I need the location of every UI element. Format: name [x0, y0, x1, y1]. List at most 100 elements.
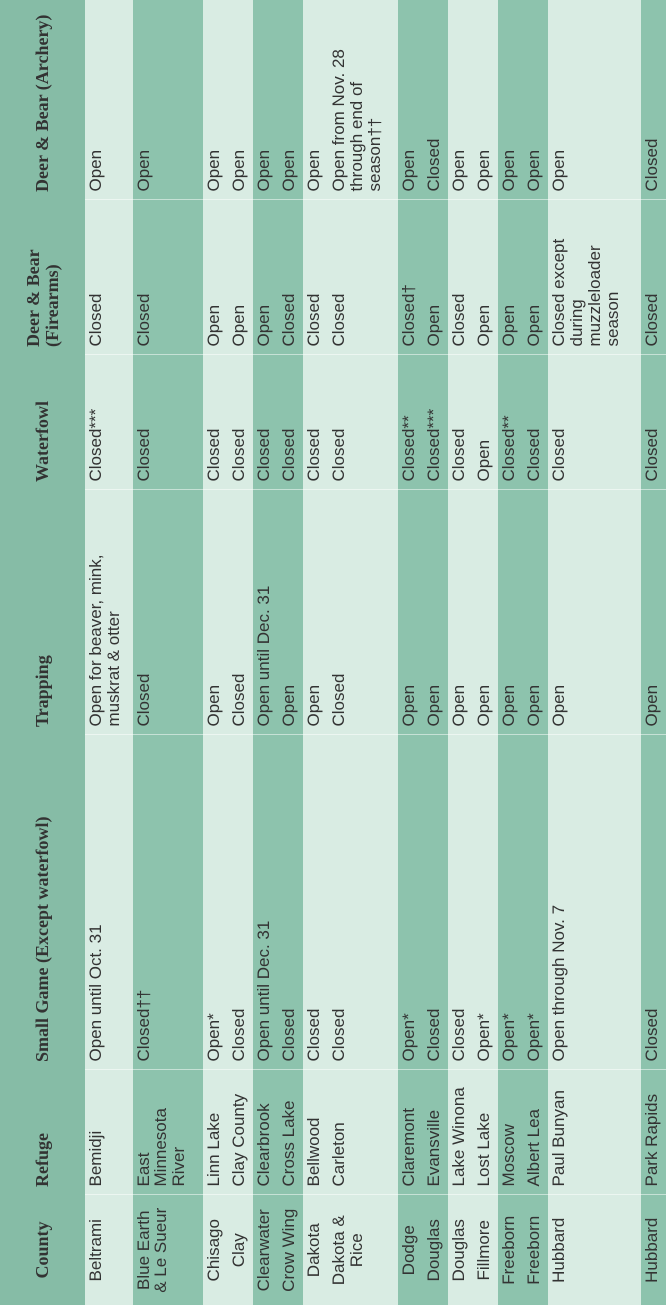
column-header: Refuge: [0, 1070, 85, 1195]
cell: Closed: [277, 355, 303, 490]
row-group: Clearwater Clearbrook Open until Dec. 31 Op…: [252, 0, 303, 1305]
table-row: Freeborn Moscow Open* Open Closed** Open Open: [498, 0, 524, 1305]
cell: Closed: [227, 735, 253, 1070]
cell: Closed: [327, 490, 398, 735]
cell: Closed: [640, 200, 666, 355]
cell: Open: [302, 490, 328, 735]
table-row: Blue Earth & Le Sueur East Minnesota Rive…: [132, 0, 203, 1305]
column-header: Deer & Bear (Firearms): [0, 200, 85, 355]
cell: Clearwater: [252, 1195, 278, 1305]
cell: Dakota: [302, 1195, 328, 1305]
cell: Open*: [498, 735, 524, 1070]
cell: Closed††: [132, 735, 203, 1070]
cell: Bemidji: [85, 1070, 133, 1195]
cell: Open through Nov. 7: [548, 735, 641, 1070]
cell: Open: [227, 0, 253, 200]
cell: Closed: [132, 200, 203, 355]
row-group: Douglas Lake Winona Closed Open Closed Closed…: [448, 0, 499, 1305]
cell: Open: [277, 490, 303, 735]
cell: Open: [473, 355, 499, 490]
cell: Open from Nov. 28 through end of season†…: [327, 0, 398, 200]
cell: Open*: [523, 735, 549, 1070]
cell: Closed: [132, 490, 203, 735]
cell: Closed: [640, 0, 666, 200]
cell: Crow Wing: [277, 1195, 303, 1305]
cell: Open until Dec. 31: [252, 490, 278, 735]
row-group: Hubbard Paul Bunyan Open through Nov. 7 Ope…: [548, 0, 641, 1305]
cell: Douglas: [423, 1195, 449, 1305]
cell: Douglas: [448, 1195, 474, 1305]
cell: Closed: [252, 355, 278, 490]
table-row: Fillmore Lost Lake Open* Open Open Open Open: [473, 0, 499, 1305]
cell: Closed: [277, 200, 303, 355]
cell: Closed: [227, 355, 253, 490]
cell: Closed: [302, 200, 328, 355]
cell: Cross Lake: [277, 1070, 303, 1195]
row-group: Freeborn Moscow Open* Open Closed** Open Open F…: [498, 0, 549, 1305]
cell: Hubbard: [640, 1195, 666, 1305]
cell: Carleton: [327, 1070, 398, 1195]
table-row: Chisago Linn Lake Open* Open Closed Open Open: [202, 0, 228, 1305]
table-row: Douglas Evansville Closed Open Closed*** Open…: [423, 0, 449, 1305]
cell: Moscow: [498, 1070, 524, 1195]
column-header: Deer & Bear (Archery): [0, 0, 85, 200]
cell: Closed: [227, 490, 253, 735]
cell: Evansville: [423, 1070, 449, 1195]
cell: Dakota & Rice: [327, 1195, 398, 1305]
cell: Open: [252, 200, 278, 355]
table-row: Beltrami Bemidji Open until Oct. 31 Open fo…: [85, 0, 133, 1305]
cell: Open: [448, 0, 474, 200]
cell: Open: [548, 490, 641, 735]
cell: Blue Earth & Le Sueur: [132, 1195, 203, 1305]
cell: Open: [302, 0, 328, 200]
column-header: Small Game (Except waterfowl): [0, 735, 85, 1070]
cell: Open: [448, 490, 474, 735]
column-header: County: [0, 1195, 85, 1305]
cell: Linn Lake: [202, 1070, 228, 1195]
cell: Closed***: [423, 355, 449, 490]
cell: Clay County: [227, 1070, 253, 1195]
cell: Closed: [327, 735, 398, 1070]
cell: Open*: [202, 735, 228, 1070]
column-header: Trapping: [0, 490, 85, 735]
header-row: County Refuge Small Game (Except waterfowl…: [0, 0, 85, 1305]
cell: Open: [523, 200, 549, 355]
cell: Open: [252, 0, 278, 200]
cell: Closed: [132, 355, 203, 490]
cell: Open until Dec. 31: [252, 735, 278, 1070]
cell: Open: [202, 490, 228, 735]
cell: Closed: [327, 200, 398, 355]
cell: Closed**: [397, 355, 424, 490]
cell: Closed: [640, 735, 666, 1070]
table-row: Freeborn Albert Lea Open* Open Closed Open Ope…: [523, 0, 549, 1305]
cell: Bellwood: [302, 1070, 328, 1195]
table-row: Hubbard Park Rapids Closed Open Closed Closed…: [640, 0, 666, 1305]
cell: Open for beaver, mink, muskrat & otter: [85, 490, 133, 735]
cell: Closed: [277, 735, 303, 1070]
table-row: Clay Clay County Closed Closed Closed Open Ope…: [227, 0, 253, 1305]
cell: Open: [227, 200, 253, 355]
cell: Freeborn: [523, 1195, 549, 1305]
cell: Closed: [523, 355, 549, 490]
cell: Open: [548, 0, 641, 200]
cell: Open: [397, 0, 424, 200]
cell: Beltrami: [85, 1195, 133, 1305]
row-group: Chisago Linn Lake Open* Open Closed Open Open C…: [202, 0, 253, 1305]
cell: Open: [640, 490, 666, 735]
cell: Open: [132, 0, 203, 200]
cell: Open: [202, 200, 228, 355]
cell: Closed: [85, 200, 133, 355]
cell: Closed: [202, 355, 228, 490]
cell: Chisago: [202, 1195, 228, 1305]
table-row: Crow Wing Cross Lake Closed Open Closed Close…: [277, 0, 303, 1305]
cell: Open*: [473, 735, 499, 1070]
cell: Closed: [302, 355, 328, 490]
cell: Closed: [640, 355, 666, 490]
column-header: Waterfowl: [0, 355, 85, 490]
cell: Closed: [423, 735, 449, 1070]
table-row: Clearwater Clearbrook Open until Dec. 31 Op…: [252, 0, 278, 1305]
cell: Freeborn: [498, 1195, 524, 1305]
